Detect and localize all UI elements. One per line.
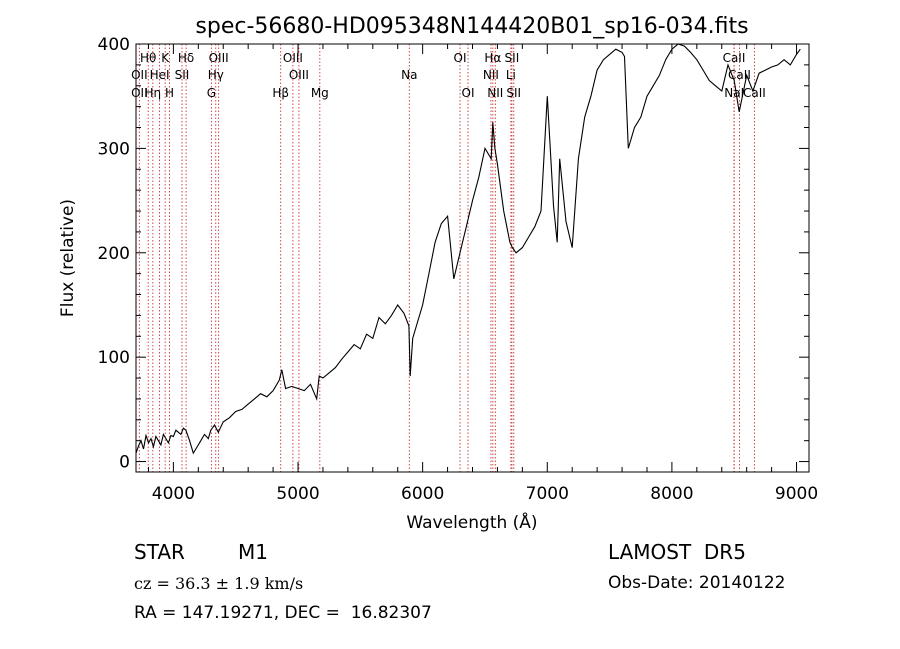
marker-label: Mg: [311, 86, 329, 100]
marker-label: Hθ: [140, 51, 156, 65]
spectrum-chart: spec-56680-HD095348N144420B01_sp16-034.f…: [58, 14, 818, 533]
observation-date: Obs-Date: 20140122: [608, 573, 786, 593]
marker-label: OIII: [289, 68, 309, 82]
x-tick-label: 4000: [152, 484, 195, 504]
marker-label: G: [207, 86, 216, 100]
marker-label: OIII: [209, 51, 229, 65]
marker-label: Na: [401, 68, 417, 82]
x-tick-label: 6000: [401, 484, 444, 504]
marker-label: CaII: [723, 51, 746, 65]
x-tick-label: 8000: [650, 484, 693, 504]
y-tick-label: 400: [98, 35, 130, 55]
marker-label: OII: [131, 86, 148, 100]
chart-title: spec-56680-HD095348N144420B01_sp16-034.f…: [195, 14, 748, 39]
object-subclass: M1: [238, 540, 268, 564]
marker-label: Li: [506, 68, 516, 82]
marker-label: OII: [131, 68, 148, 82]
redshift-cz: cz = 36.3 ± 1.9 km/s: [134, 574, 304, 593]
marker-label: CaII: [743, 86, 766, 100]
plot-frame: [135, 43, 810, 473]
coordinates: RA = 147.19271, DEC = 16.82307: [134, 603, 432, 623]
marker-label: Hγ: [208, 68, 224, 82]
x-tick-label: 7000: [526, 484, 569, 504]
marker-label: HeI: [150, 68, 170, 82]
y-tick-label: 300: [98, 139, 130, 159]
y-tick-label: 0: [119, 453, 130, 473]
marker-label: SII: [506, 86, 521, 100]
y-tick-label: 100: [98, 348, 130, 368]
x-tick-label: 9000: [775, 484, 818, 504]
y-axis-label: Flux (relative): [58, 199, 78, 317]
marker-label: SII: [505, 51, 520, 65]
marker-label: NII: [487, 86, 503, 100]
x-tick-label: 5000: [276, 484, 319, 504]
marker-label: Hδ: [178, 51, 194, 65]
marker-label: NaI: [724, 86, 744, 100]
marker-label: Hα: [484, 51, 501, 65]
marker-label: K: [161, 51, 170, 65]
marker-label: OIII: [283, 51, 303, 65]
marker-label: OI: [454, 51, 467, 65]
marker-label: Hη: [145, 86, 162, 100]
spectrum-line: [135, 43, 801, 455]
object-class: STAR: [134, 540, 185, 564]
marker-label: NII: [483, 68, 499, 82]
y-axis: 0 100 200 300 400: [98, 35, 809, 473]
marker-label: OI: [462, 86, 475, 100]
y-tick-label: 200: [98, 244, 130, 264]
x-axis: 4000 5000 6000 7000 8000 9000: [147, 44, 818, 504]
survey-label: LAMOST DR5: [608, 540, 746, 564]
marker-label: SII: [175, 68, 190, 82]
line-markers: [138, 44, 755, 472]
marker-label: H: [165, 86, 174, 100]
marker-label: Hβ: [272, 86, 289, 100]
x-axis-label: Wavelength (Å): [406, 511, 537, 533]
